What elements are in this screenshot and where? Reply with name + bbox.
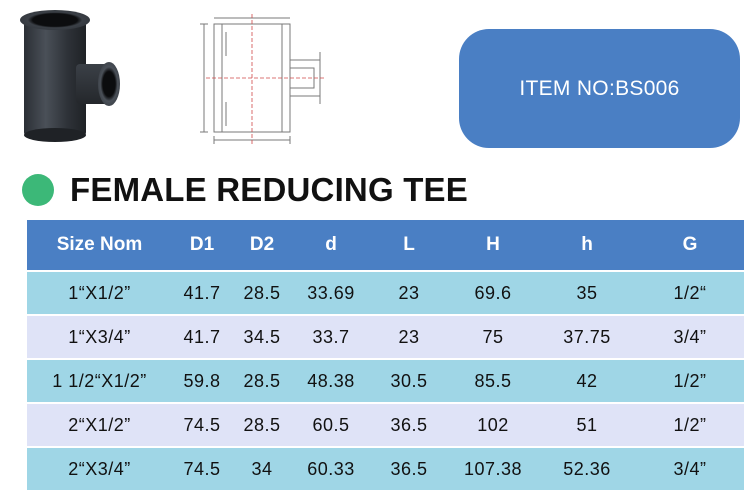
cell-h-lower: 42 [538, 360, 636, 402]
item-number-badge: ITEM NO:BS006 [459, 29, 740, 148]
cell-g: 3/4” [636, 448, 744, 490]
page-title: FEMALE REDUCING TEE [70, 171, 468, 208]
cell-d2: 28.5 [232, 404, 292, 446]
green-dot-icon [22, 174, 54, 206]
tee-branch-opening [98, 62, 120, 106]
specification-table: Size Nom D1 D2 d L H h G 1“X1/2” 41.7 28… [27, 218, 744, 492]
cell-d1: 74.5 [172, 404, 232, 446]
header-g: G [636, 220, 744, 270]
cell-h-upper: 107.38 [448, 448, 538, 490]
cell-d2: 34.5 [232, 316, 292, 358]
cell-l: 23 [370, 272, 448, 314]
table-row: 1“X3/4” 41.7 34.5 33.7 23 75 37.75 3/4” [27, 316, 744, 358]
cell-d: 33.7 [292, 316, 370, 358]
table-row: 2“X1/2” 74.5 28.5 60.5 36.5 102 51 1/2” [27, 404, 744, 446]
cell-l: 36.5 [370, 404, 448, 446]
header-d2: D2 [232, 220, 292, 270]
technical-drawing [196, 12, 332, 146]
cell-d: 33.69 [292, 272, 370, 314]
header-size-nom: Size Nom [27, 220, 172, 270]
cell-l: 23 [370, 316, 448, 358]
tee-bottom [24, 128, 86, 142]
cell-h-lower: 35 [538, 272, 636, 314]
cell-size: 1“X1/2” [27, 272, 172, 314]
cell-g: 3/4” [636, 316, 744, 358]
cell-size: 2“X1/2” [27, 404, 172, 446]
cell-h-lower: 51 [538, 404, 636, 446]
table-row: 1 1/2“X1/2” 59.8 28.5 48.38 30.5 85.5 42… [27, 360, 744, 402]
cell-g: 1/2” [636, 404, 744, 446]
header-l: L [370, 220, 448, 270]
cell-d1: 59.8 [172, 360, 232, 402]
header-h-upper: H [448, 220, 538, 270]
cell-h-upper: 75 [448, 316, 538, 358]
cell-d2: 28.5 [232, 272, 292, 314]
tee-top-opening [20, 10, 90, 30]
cell-d: 60.5 [292, 404, 370, 446]
header-d1: D1 [172, 220, 232, 270]
cell-d: 48.38 [292, 360, 370, 402]
header-h-lower: h [538, 220, 636, 270]
cell-h-upper: 85.5 [448, 360, 538, 402]
cell-size: 2“X3/4” [27, 448, 172, 490]
cell-h-upper: 69.6 [448, 272, 538, 314]
cell-d1: 74.5 [172, 448, 232, 490]
cell-l: 30.5 [370, 360, 448, 402]
cell-h-lower: 52.36 [538, 448, 636, 490]
tee-fitting-photo [14, 10, 120, 144]
cell-h-lower: 37.75 [538, 316, 636, 358]
table-row: 1“X1/2” 41.7 28.5 33.69 23 69.6 35 1/2“ [27, 272, 744, 314]
cell-g: 1/2“ [636, 272, 744, 314]
cell-l: 36.5 [370, 448, 448, 490]
cell-d2: 34 [232, 448, 292, 490]
cell-size: 1 1/2“X1/2” [27, 360, 172, 402]
cell-d1: 41.7 [172, 316, 232, 358]
item-number-text: ITEM NO:BS006 [519, 76, 680, 100]
tee-body [24, 16, 86, 138]
table-row: 2“X3/4” 74.5 34 60.33 36.5 107.38 52.36 … [27, 448, 744, 490]
cell-d2: 28.5 [232, 360, 292, 402]
technical-drawing-svg [200, 14, 326, 144]
header-d: d [292, 220, 370, 270]
table-header-row: Size Nom D1 D2 d L H h G [27, 220, 744, 270]
cell-size: 1“X3/4” [27, 316, 172, 358]
cell-d1: 41.7 [172, 272, 232, 314]
cell-g: 1/2” [636, 360, 744, 402]
cell-h-upper: 102 [448, 404, 538, 446]
product-heading: FEMALE REDUCING TEE [22, 170, 468, 210]
cell-d: 60.33 [292, 448, 370, 490]
